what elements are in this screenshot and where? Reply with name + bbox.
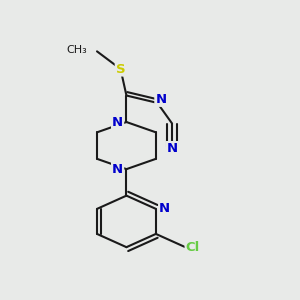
Text: N: N	[167, 142, 178, 155]
Text: CH₃: CH₃	[66, 45, 87, 55]
Text: S: S	[116, 62, 125, 76]
Text: N: N	[112, 116, 123, 128]
Text: N: N	[112, 163, 123, 176]
Text: N: N	[155, 93, 167, 106]
Text: Cl: Cl	[186, 241, 200, 254]
Text: N: N	[159, 202, 170, 215]
